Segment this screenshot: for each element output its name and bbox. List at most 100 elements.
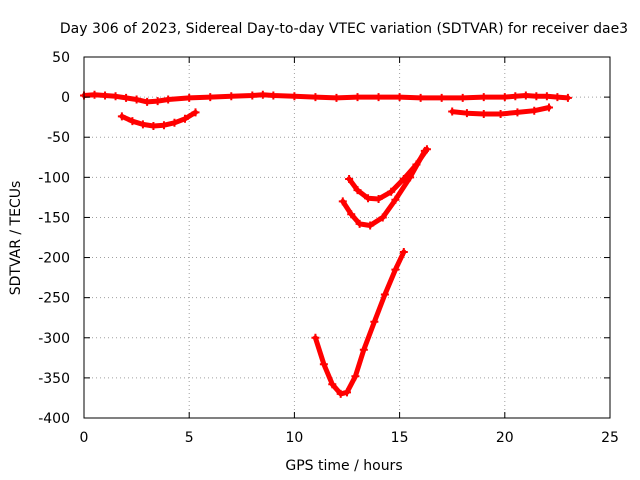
data-point — [117, 112, 126, 121]
data-point — [511, 92, 520, 101]
series-shallow-dip-left — [117, 108, 200, 130]
data-point — [311, 93, 320, 102]
data-point — [206, 93, 215, 102]
data-point — [530, 106, 539, 115]
data-point — [319, 360, 328, 369]
data-point — [462, 109, 471, 118]
data-point — [380, 290, 389, 299]
data-point — [521, 91, 530, 100]
data-point — [353, 93, 362, 102]
data-point — [448, 107, 457, 116]
series-v-arc-lower — [338, 146, 429, 230]
data-point — [353, 186, 362, 195]
y-axis-label: SDTVAR / TECUs — [8, 181, 24, 296]
data-point — [378, 213, 387, 222]
data-point — [159, 121, 168, 130]
data-point — [248, 91, 257, 100]
data-point — [532, 92, 541, 101]
y-tick-label: 50 — [52, 50, 70, 66]
data-point — [227, 92, 236, 101]
series-deep-dip — [311, 247, 408, 398]
tick-layer: 0 5 10 15 20 25 50 0 -50 -100 -150 -200 -250 -300 -350… — [38, 50, 619, 446]
x-tick-label: 0 — [80, 430, 89, 446]
data-point — [164, 95, 173, 104]
data-point — [370, 317, 379, 326]
data-point — [311, 333, 320, 342]
data-point — [128, 117, 137, 126]
data-point — [170, 118, 179, 127]
series-shallow-dip-right — [448, 103, 553, 118]
y-tick-label: -50 — [47, 130, 70, 146]
data-point — [437, 93, 446, 102]
series-line — [340, 148, 428, 228]
data-point — [351, 372, 360, 381]
data-point — [496, 109, 505, 118]
plot-frame — [83, 56, 611, 419]
x-tick-label: 5 — [185, 430, 194, 446]
data-point — [553, 93, 562, 102]
grid-layer — [84, 57, 610, 418]
data-point — [416, 93, 425, 102]
data-point — [500, 93, 509, 102]
data-point — [343, 388, 351, 397]
y-tick-label: -400 — [38, 411, 70, 427]
data-point — [290, 92, 299, 101]
y-tick-label: -200 — [38, 251, 70, 267]
y-tick-label: -300 — [38, 331, 70, 347]
data-point — [395, 93, 404, 102]
data-point — [132, 95, 141, 104]
data-point — [366, 221, 375, 230]
data-point — [143, 97, 152, 106]
data-point — [122, 93, 131, 102]
data-point — [458, 93, 467, 102]
series-layer — [80, 90, 572, 398]
y-tick-label: 0 — [61, 90, 70, 106]
data-point — [391, 265, 400, 274]
x-tick-label: 20 — [496, 430, 514, 446]
chart-title: Day 306 of 2023, Sidereal Day-to-day VTE… — [60, 21, 628, 37]
data-point — [101, 91, 110, 100]
data-point — [364, 194, 373, 203]
data-point — [332, 93, 341, 102]
data-point — [185, 93, 194, 102]
data-point — [149, 121, 158, 130]
data-point — [269, 91, 278, 100]
data-point — [90, 90, 99, 99]
data-point — [180, 114, 189, 123]
data-point — [479, 93, 488, 102]
x-tick-label: 15 — [391, 430, 409, 446]
data-point — [374, 194, 383, 203]
data-point — [138, 120, 147, 129]
data-point — [328, 380, 337, 389]
data-point — [391, 195, 400, 204]
x-tick-label: 10 — [285, 430, 303, 446]
data-point — [153, 97, 162, 106]
data-point — [374, 93, 383, 102]
data-point — [420, 146, 429, 155]
data-point — [544, 103, 553, 112]
data-point — [479, 109, 488, 118]
data-point — [347, 210, 356, 219]
series-track-near-zero — [80, 90, 572, 106]
data-point — [387, 187, 396, 196]
y-tick-label: -250 — [38, 291, 70, 307]
y-tick-label: -100 — [38, 170, 70, 186]
data-point — [258, 90, 267, 99]
y-tick-label: -350 — [38, 371, 70, 387]
data-point — [345, 174, 354, 183]
data-point — [355, 219, 364, 228]
data-point — [542, 92, 551, 101]
data-point — [563, 93, 572, 102]
data-point — [111, 92, 120, 101]
data-point — [513, 108, 522, 117]
data-point — [338, 197, 347, 206]
data-point — [191, 108, 200, 117]
data-point — [359, 345, 368, 354]
data-point — [399, 247, 408, 256]
data-point — [406, 173, 415, 182]
y-tick-label: -150 — [38, 210, 70, 226]
data-point — [336, 389, 345, 398]
x-tick-label: 25 — [601, 430, 619, 446]
